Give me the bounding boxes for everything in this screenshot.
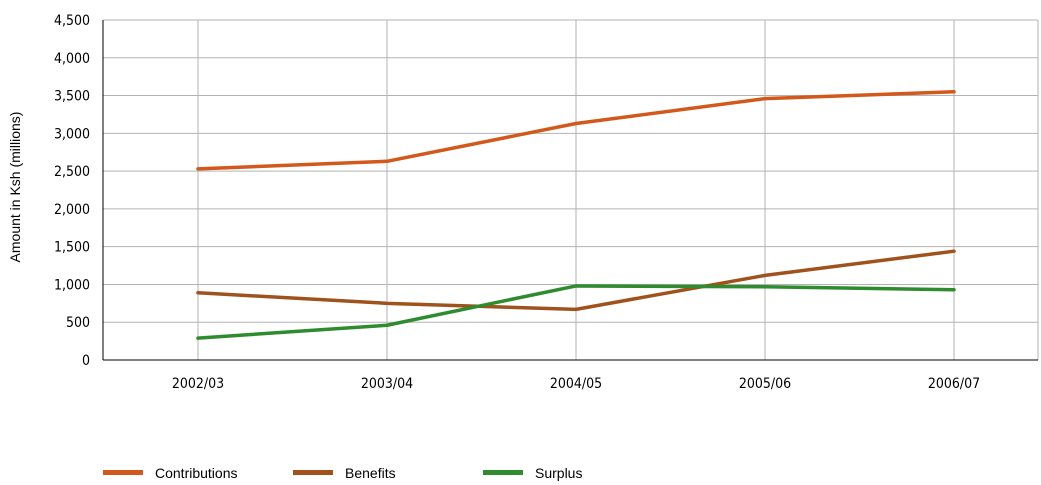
y-tick-label: 4,500 (54, 13, 90, 29)
legend-label-surplus: Surplus (535, 465, 582, 481)
legend: Contributions Benefits Surplus (103, 465, 582, 481)
series-line-contributions (196, 90, 956, 171)
legend-swatch-benefits (293, 470, 333, 475)
y-tick-label: 1,000 (54, 277, 90, 293)
x-axis-ticks: 2002/03 2003/04 2004/05 2005/06 2006/07 (172, 376, 980, 392)
y-tick-label: 3,500 (54, 89, 90, 105)
x-tick-label: 2003/04 (361, 376, 413, 392)
y-tick-label: 4,000 (54, 51, 90, 67)
x-tick-label: 2005/06 (739, 376, 791, 392)
grid (103, 19, 1039, 360)
x-tick-label: 2006/07 (928, 376, 980, 392)
y-axis-ticks: 0 500 1,000 1,500 2,000 2,500 3,000 3,500 4,000 4… (54, 13, 90, 369)
x-tick-label: 2002/03 (172, 376, 224, 392)
y-tick-label: 3,000 (54, 126, 90, 142)
legend-swatch-surplus (483, 470, 523, 475)
legend-swatch-contributions (103, 470, 143, 475)
x-tick-label: 2004/05 (550, 376, 602, 392)
legend-label-contributions: Contributions (155, 465, 238, 481)
y-tick-label: 500 (66, 315, 90, 331)
legend-label-benefits: Benefits (345, 465, 396, 481)
series (196, 90, 956, 340)
y-tick-label: 2,000 (54, 202, 90, 218)
series-line-benefits (196, 249, 956, 312)
axes (102, 20, 1038, 361)
y-tick-label: 2,500 (54, 164, 90, 180)
y-tick-label: 1,500 (54, 240, 90, 256)
y-tick-label: 0 (82, 353, 90, 369)
y-axis-title: Amount in Ksh (millions) (7, 112, 23, 263)
series-line-surplus (196, 284, 956, 340)
